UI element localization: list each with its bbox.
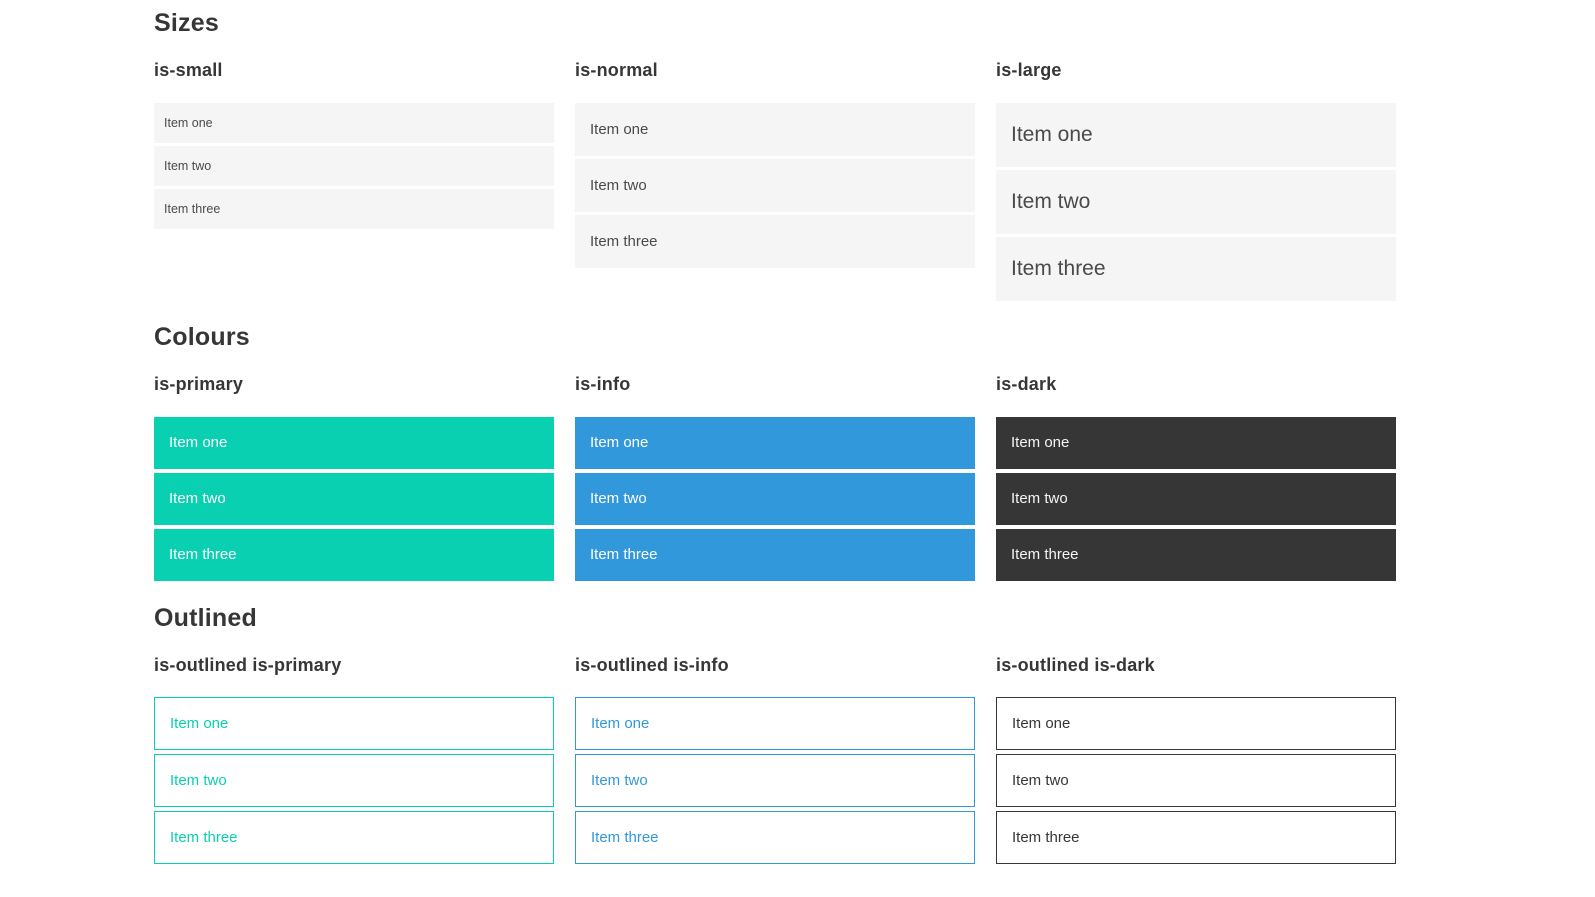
list-item[interactable]: Item three <box>575 528 975 581</box>
outlined-grid: is-outlined is-primary Item one Item two… <box>154 654 1396 869</box>
column-heading: is-info <box>575 374 631 394</box>
list-item[interactable]: Item one <box>575 416 975 469</box>
list-item[interactable]: Item one <box>154 697 554 751</box>
list-item[interactable]: Item one <box>996 697 1396 751</box>
list-item[interactable]: Item one <box>996 102 1396 167</box>
list-item[interactable]: Item two <box>575 472 975 525</box>
column-is-dark: is-dark Item one Item two Item three <box>996 373 1396 585</box>
list-item[interactable]: Item three <box>996 528 1396 581</box>
list-item[interactable]: Item one <box>575 102 975 156</box>
column-heading: is-outlined is-primary <box>154 654 342 675</box>
column-is-primary: is-primary Item one Item two Item three <box>154 373 554 585</box>
column-is-outlined-is-dark: is-outlined is-dark Item one Item two It… <box>996 654 1396 869</box>
list-item[interactable]: Item one <box>154 416 554 469</box>
section-title: Colours <box>154 322 250 351</box>
list-is-dark: Item one Item two Item three <box>996 416 1396 585</box>
column-is-outlined-is-primary: is-outlined is-primary Item one Item two… <box>154 654 554 869</box>
list-item[interactable]: Item three <box>154 188 554 229</box>
list-item[interactable]: Item one <box>575 697 975 751</box>
list-is-outlined-is-primary: Item one Item two Item three <box>154 697 554 868</box>
list-is-info: Item one Item two Item three <box>575 416 975 585</box>
column-heading: is-large <box>996 60 1062 81</box>
column-is-normal: is-normal Item one Item two Item three <box>575 59 975 271</box>
section-outlined: Outlined is-outlined is-primary Item one… <box>154 603 1396 869</box>
colours-grid: is-primary Item one Item two Item three … <box>154 373 1396 585</box>
list-is-outlined-is-info: Item one Item two Item three <box>575 697 975 868</box>
column-is-small: is-small Item one Item two Item three <box>154 59 554 232</box>
list-item[interactable]: Item two <box>575 754 975 808</box>
list-item[interactable]: Item three <box>575 214 975 268</box>
column-heading: is-normal <box>575 60 658 81</box>
list-item[interactable]: Item three <box>154 811 554 865</box>
list-item[interactable]: Item two <box>154 145 554 186</box>
list-item[interactable]: Item one <box>996 416 1396 469</box>
column-is-large: is-large Item one Item two Item three <box>996 59 1396 304</box>
list-item[interactable]: Item two <box>996 754 1396 808</box>
list-item[interactable]: Item one <box>154 102 554 143</box>
column-heading: is-outlined is-info <box>575 654 729 675</box>
list-item[interactable]: Item two <box>154 754 554 808</box>
column-heading: is-small <box>154 60 223 81</box>
section-title: Sizes <box>154 9 219 37</box>
list-item[interactable]: Item two <box>996 472 1396 525</box>
section-colours: Colours is-primary Item one Item two Ite… <box>154 322 1396 585</box>
column-heading: is-primary <box>154 374 244 394</box>
section-title: Outlined <box>154 603 257 632</box>
list-is-normal: Item one Item two Item three <box>575 102 975 271</box>
list-item[interactable]: Item three <box>996 811 1396 865</box>
section-sizes: Sizes is-small Item one Item two Item th… <box>154 8 1396 304</box>
list-item[interactable]: Item three <box>154 528 554 581</box>
list-is-primary: Item one Item two Item three <box>154 416 554 585</box>
list-item[interactable]: Item three <box>996 236 1396 301</box>
list-is-large: Item one Item two Item three <box>996 102 1396 304</box>
list-item[interactable]: Item three <box>575 811 975 865</box>
list-item[interactable]: Item two <box>996 169 1396 234</box>
column-heading: is-dark <box>996 374 1057 394</box>
sizes-grid: is-small Item one Item two Item three is… <box>154 59 1396 304</box>
list-is-outlined-is-dark: Item one Item two Item three <box>996 697 1396 868</box>
list-item[interactable]: Item two <box>154 472 554 525</box>
list-item[interactable]: Item two <box>575 158 975 212</box>
column-heading: is-outlined is-dark <box>996 654 1155 675</box>
column-is-outlined-is-info: is-outlined is-info Item one Item two It… <box>575 654 975 869</box>
column-is-info: is-info Item one Item two Item three <box>575 373 975 585</box>
list-is-small: Item one Item two Item three <box>154 102 554 232</box>
